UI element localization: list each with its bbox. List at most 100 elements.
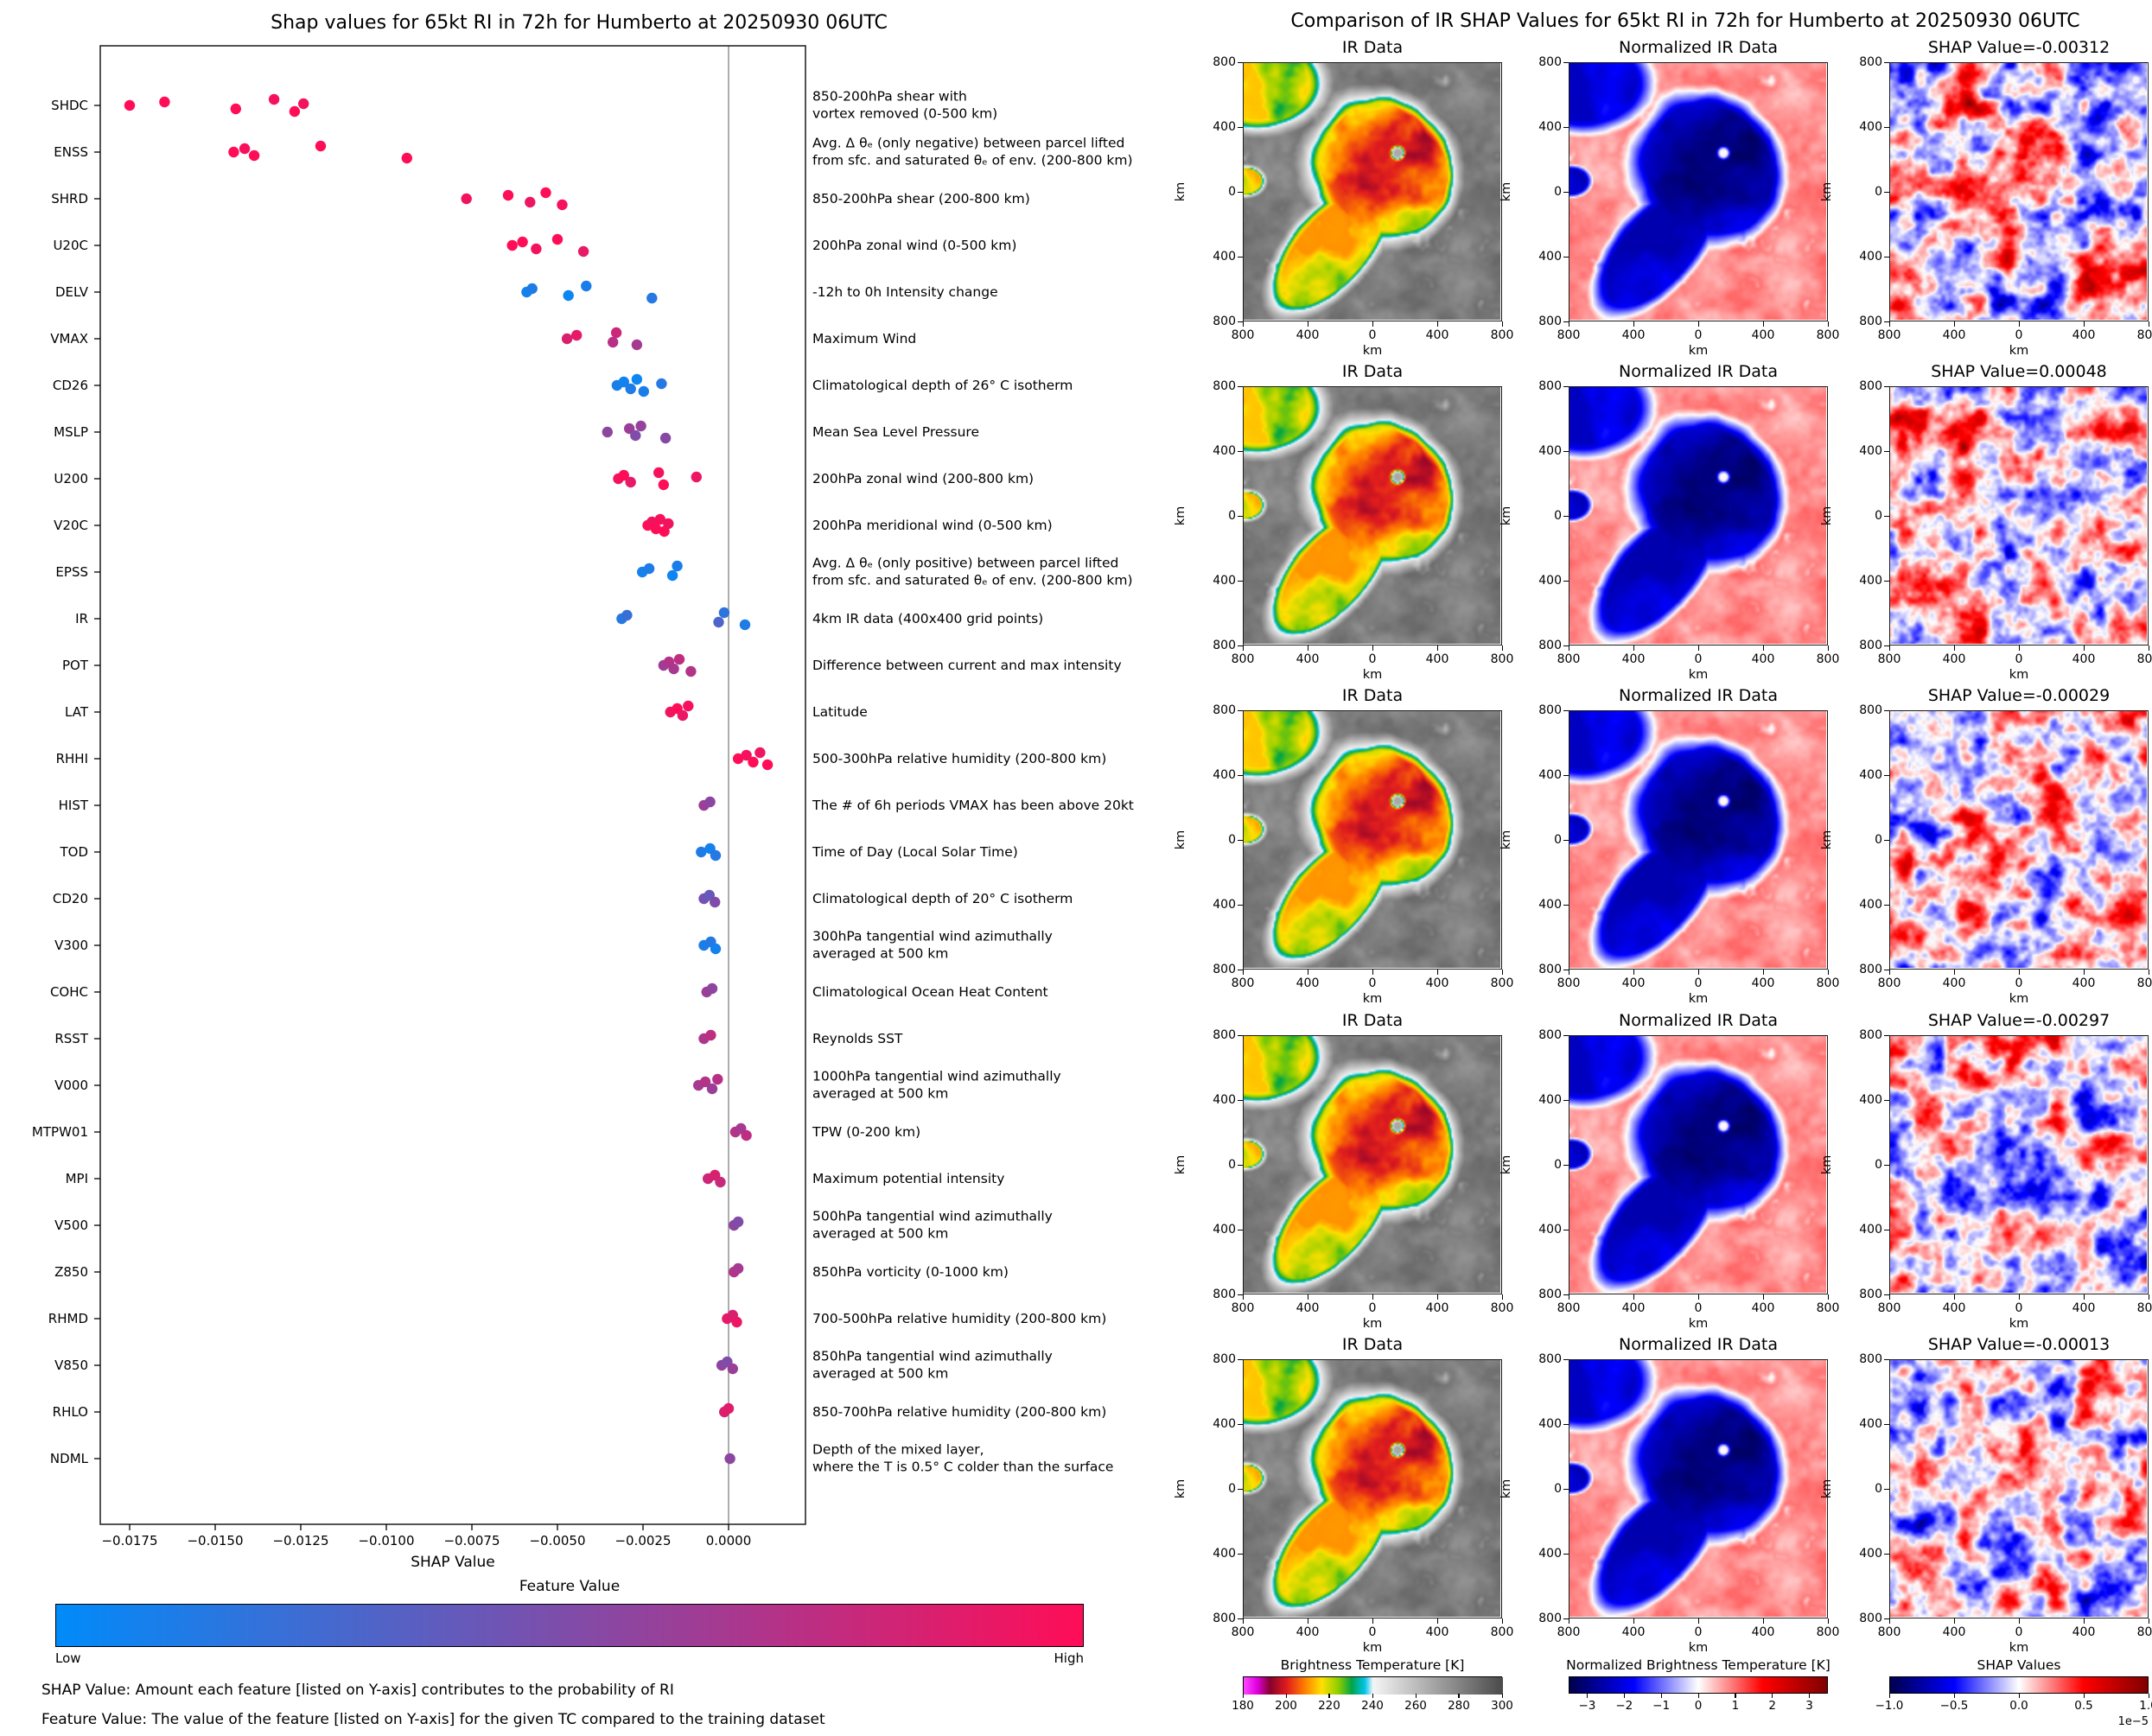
feature-description-mpi: Maximum potential intensity (812, 1170, 1005, 1186)
y-tick-mark (1884, 904, 1889, 906)
y-tick-mark (1238, 580, 1243, 582)
colorbar-tick-label: 2 (1768, 1699, 1776, 1713)
feature-label-tod: TOD (60, 844, 88, 860)
y-tick-label: 800 (1538, 963, 1562, 976)
y-tick-label: 400 (1859, 898, 1882, 912)
x-tick-label: 400 (1425, 328, 1449, 342)
y-tick-label: 800 (1859, 1612, 1882, 1625)
x-tick-mark (2018, 645, 2020, 651)
feature-description-v850: 850hPa tangential wind azimuthally avera… (812, 1348, 1053, 1382)
colorbar-tick-label: −1 (1652, 1699, 1671, 1713)
x-tick-label: −0.0100 (358, 1533, 415, 1548)
x-tick-label: 800 (1231, 328, 1255, 342)
y-tick-mark (1563, 1034, 1569, 1036)
shap-point (315, 140, 327, 152)
colorbar-tick-mark (1888, 1694, 1890, 1698)
x-tick-label: 400 (2072, 328, 2096, 342)
shap-point (577, 245, 589, 258)
shap-point (625, 476, 636, 488)
shap-values-map (1889, 710, 2149, 970)
shap-values-map (1889, 1359, 2149, 1618)
y-tick-mark (1884, 450, 1889, 452)
x-axis-km-label: km (1688, 668, 1709, 682)
x-tick-mark (1827, 1294, 1829, 1300)
y-tick-mark (1884, 709, 1889, 711)
y-tick-label: 400 (1538, 250, 1562, 264)
y-tick-mark (1884, 1553, 1889, 1555)
map-canvas (1569, 387, 1826, 644)
y-tick-label: 400 (1213, 1417, 1236, 1431)
x-tick-mark (1372, 1618, 1373, 1624)
y-tick-label: 400 (1213, 1547, 1236, 1561)
y-tick-label: 800 (1213, 963, 1236, 976)
x-tick-mark (1888, 1618, 1890, 1624)
y-tick-mark (1563, 1423, 1569, 1425)
feature-label-u20c: U20C (53, 238, 88, 253)
x-axis-km-label: km (1362, 1317, 1383, 1331)
shap-point (748, 756, 759, 768)
feature-description-mslp: Mean Sea Level Pressure (812, 423, 979, 440)
x-axis-km-label: km (1688, 1641, 1709, 1655)
x-tick-mark (2018, 1618, 2020, 1624)
y-tick-label: 800 (1859, 1028, 1882, 1042)
ir-map-title: IR Data (1341, 38, 1404, 57)
x-tick-label: −0.0050 (529, 1533, 586, 1548)
shap-point (710, 943, 722, 955)
x-axis-km-label: km (1688, 344, 1709, 358)
y-tick-mark (1563, 1294, 1569, 1295)
y-tick-mark (1884, 321, 1889, 322)
y-tick-label: 800 (1859, 639, 1882, 652)
y-tick-label: 800 (1859, 963, 1882, 976)
feature-label-mpi: MPI (65, 1171, 88, 1186)
y-tick-label: 800 (1538, 379, 1562, 393)
x-axis-label: SHAP Value (411, 1554, 495, 1571)
y-tick-mark (1884, 1099, 1889, 1101)
comparison-title: Comparison of IR SHAP Values for 65kt RI… (1290, 10, 2080, 32)
x-tick-mark (1242, 970, 1244, 975)
map-canvas (1890, 711, 2147, 968)
shap-point (625, 383, 636, 395)
shap-point (635, 420, 646, 432)
normalized-ir-map (1569, 1035, 1828, 1294)
y-tick-label: 400 (1859, 1547, 1882, 1561)
y-tick-label: 0 (1228, 509, 1236, 523)
colorbar-tick-mark (1586, 1694, 1589, 1698)
shap-point (723, 1402, 735, 1415)
x-tick-label: 800 (1877, 976, 1901, 990)
x-tick-label: 0 (2015, 328, 2023, 342)
shap-values-map (1889, 1035, 2149, 1294)
colorbar-tick-mark (1772, 1694, 1773, 1698)
shap-map-title: SHAP Value=0.00048 (1931, 362, 2107, 381)
y-tick-mark (1563, 191, 1569, 193)
shap-point (673, 653, 685, 665)
x-tick-label: 0 (1694, 328, 1703, 342)
shap-point (677, 709, 689, 722)
feature-label-cd20: CD20 (52, 891, 88, 906)
y-tick-mark (1563, 645, 1569, 646)
x-tick-label: 0 (2015, 652, 2023, 666)
y-tick-mark (1884, 1294, 1889, 1295)
x-tick-mark (2083, 321, 2085, 327)
y-tick-label: 400 (1859, 1417, 1882, 1431)
y-tick-label: 0 (1228, 833, 1236, 847)
normalized-ir-map (1569, 710, 1828, 970)
x-tick-label: 800 (1816, 328, 1840, 342)
x-tick-label: 800 (1231, 652, 1255, 666)
x-tick-label: 800 (1877, 1301, 1901, 1315)
ir-map (1243, 710, 1502, 970)
x-tick-mark (1501, 970, 1503, 975)
y-tick-label: 400 (1213, 250, 1236, 264)
feature-label-v850: V850 (54, 1358, 88, 1373)
feature-description-rhlo: 850-700hPa relative humidity (200-800 km… (812, 1403, 1107, 1420)
x-tick-label: 400 (2072, 1301, 2096, 1315)
y-tick-mark (1563, 1099, 1569, 1101)
x-tick-label: 800 (2136, 1301, 2152, 1315)
feature-label-v500: V500 (54, 1218, 88, 1233)
y-tick-label: 400 (1538, 1223, 1562, 1237)
shap-point (732, 753, 744, 765)
y-tick-label: 800 (1213, 639, 1236, 652)
x-tick-label: 400 (1425, 1301, 1449, 1315)
shap-point (230, 103, 241, 115)
colorbar-tick-label: 3 (1805, 1699, 1813, 1713)
colorbar-tick-mark (1328, 1694, 1330, 1698)
